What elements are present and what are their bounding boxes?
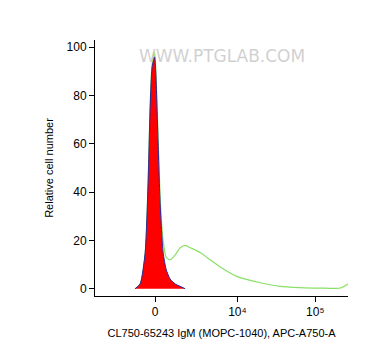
svg-text:40: 40 (73, 185, 87, 199)
svg-text:WWW.PTGLAB.COM: WWW.PTGLAB.COM (139, 46, 305, 66)
svg-text:100: 100 (67, 40, 87, 54)
svg-text:CL750-65243 IgM (MOPC-1040), A: CL750-65243 IgM (MOPC-1040), APC-A750-A (107, 327, 336, 339)
svg-text:0: 0 (80, 282, 87, 296)
svg-text:Relative cell number: Relative cell number (43, 118, 55, 218)
svg-text:60: 60 (73, 137, 87, 151)
svg-text:80: 80 (73, 89, 87, 103)
svg-text:0: 0 (152, 305, 159, 319)
svg-text:20: 20 (73, 234, 87, 248)
svg-text:10⁴: 10⁴ (228, 305, 247, 319)
svg-text:10⁵: 10⁵ (306, 305, 324, 319)
